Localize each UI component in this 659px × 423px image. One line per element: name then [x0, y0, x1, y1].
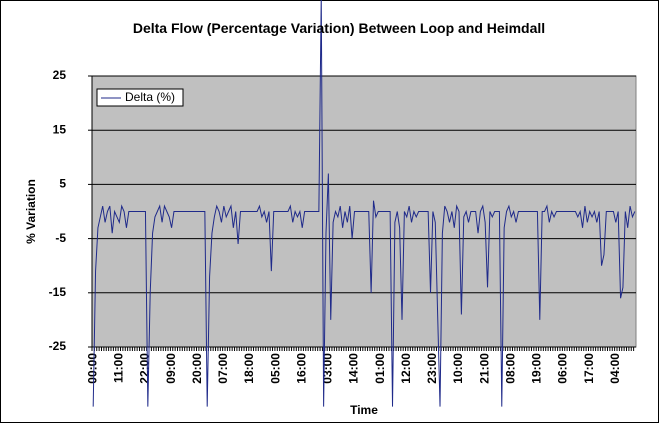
- y-tick-label: 25: [53, 68, 67, 82]
- x-tick-label: 07:00: [216, 353, 230, 384]
- y-axis-label: % Variation: [24, 179, 38, 244]
- legend-label: Delta (%): [125, 90, 175, 104]
- x-tick-label: 16:00: [294, 353, 308, 384]
- x-tick-label: 20:00: [190, 353, 204, 384]
- x-tick-label: 21:00: [477, 353, 491, 384]
- y-tick-label: -25: [49, 339, 67, 353]
- x-tick-label: 12:00: [399, 353, 413, 384]
- x-tick-label: 01:00: [373, 353, 387, 384]
- x-tick-label: 08:00: [503, 353, 517, 384]
- x-tick-label: 10:00: [451, 353, 465, 384]
- y-tick-label: -15: [49, 285, 67, 299]
- y-tick-label: 15: [53, 122, 67, 136]
- x-axis-label: Time: [350, 403, 378, 417]
- x-tick-label: 22:00: [138, 353, 152, 384]
- y-tick-label: 5: [59, 177, 66, 191]
- x-tick-label: 18:00: [242, 353, 256, 384]
- x-tick-label: 04:00: [608, 353, 622, 384]
- x-tick-label: 14:00: [347, 353, 361, 384]
- x-tick-label: 23:00: [425, 353, 439, 384]
- x-tick-label: 03:00: [321, 353, 335, 384]
- x-tick-label: 11:00: [111, 353, 125, 383]
- x-tick-label: 00:00: [85, 353, 99, 384]
- x-tick-label: 17:00: [582, 353, 596, 384]
- y-tick-label: -5: [55, 231, 66, 245]
- data-line: [92, 0, 636, 407]
- x-tick-label: 19:00: [530, 353, 544, 384]
- x-tick-label: 06:00: [556, 353, 570, 384]
- legend-box: [96, 88, 184, 107]
- x-tick-label: 09:00: [164, 353, 178, 384]
- x-tick-label: 05:00: [268, 353, 282, 384]
- chart-title: Delta Flow (Percentage Variation) Betwee…: [132, 20, 546, 36]
